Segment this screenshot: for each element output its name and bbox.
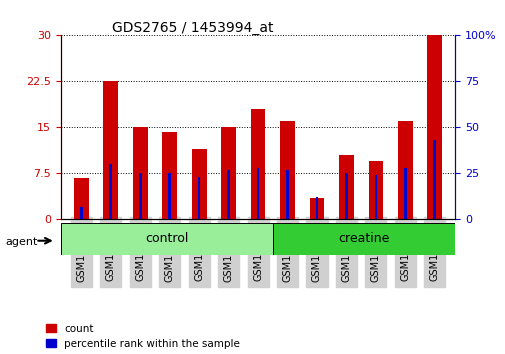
Bar	[309, 198, 324, 219]
Legend: count, percentile rank within the sample: count, percentile rank within the sample	[45, 324, 240, 349]
Bar	[374, 175, 376, 219]
Bar	[427, 35, 441, 219]
Bar	[397, 121, 412, 219]
Bar	[168, 173, 171, 219]
Bar	[74, 178, 88, 219]
Bar	[139, 173, 141, 219]
Bar	[403, 168, 406, 219]
Text: GDS2765 / 1453994_at: GDS2765 / 1453994_at	[111, 21, 273, 35]
Bar	[256, 168, 259, 219]
Text: agent: agent	[5, 238, 37, 247]
Bar	[133, 127, 147, 219]
Text: creatine: creatine	[338, 233, 389, 245]
Bar	[109, 164, 112, 219]
Bar	[103, 81, 118, 219]
Bar	[250, 109, 265, 219]
Bar	[221, 127, 235, 219]
FancyBboxPatch shape	[273, 223, 454, 255]
Bar	[433, 140, 435, 219]
Bar	[191, 149, 206, 219]
Bar	[80, 207, 82, 219]
Bar	[227, 170, 229, 219]
Bar	[280, 121, 294, 219]
Bar	[197, 177, 200, 219]
Bar	[344, 173, 347, 219]
Bar	[315, 198, 318, 219]
Bar	[162, 132, 177, 219]
Bar	[286, 170, 288, 219]
Text: control: control	[145, 233, 188, 245]
FancyBboxPatch shape	[61, 223, 273, 255]
Bar	[338, 155, 353, 219]
Bar	[368, 161, 382, 219]
